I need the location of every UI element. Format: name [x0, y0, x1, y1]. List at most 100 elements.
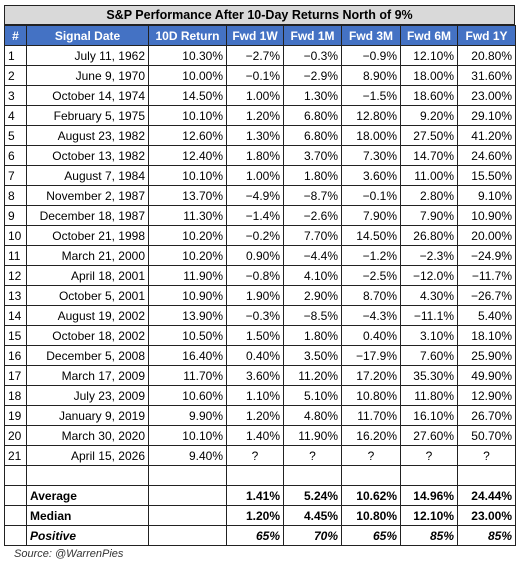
empty-cell — [4, 505, 27, 526]
cell: 18.00% — [400, 65, 458, 86]
summary-cell: 65% — [341, 525, 401, 546]
cell: −8.5% — [283, 305, 342, 326]
cell: July 23, 2009 — [26, 385, 149, 406]
summary-cell: 65% — [226, 525, 284, 546]
cell: 10.80% — [341, 385, 401, 406]
cell: ? — [341, 445, 401, 466]
cell: 12.80% — [341, 105, 401, 126]
cell: 1.90% — [226, 285, 284, 306]
cell: 8.70% — [341, 285, 401, 306]
cell: 5 — [4, 125, 27, 146]
cell: 1.80% — [283, 325, 342, 346]
cell: −0.9% — [341, 45, 401, 66]
empty-cell — [341, 465, 401, 486]
summary-cell: 10.62% — [341, 485, 401, 506]
cell: 15.50% — [457, 165, 516, 186]
cell: 20 — [4, 425, 27, 446]
cell: −1.2% — [341, 245, 401, 266]
cell: 12 — [4, 265, 27, 286]
cell: August 19, 2002 — [26, 305, 149, 326]
cell: July 11, 1962 — [26, 45, 149, 66]
empty-cell — [4, 525, 27, 546]
summary-row: Average 1.41% 5.24% 10.62% 14.96% 24.44% — [4, 485, 516, 506]
empty-cell — [148, 525, 227, 546]
column-header: # — [4, 25, 27, 46]
cell: 17.20% — [341, 365, 401, 386]
data-row: 13 October 5, 2001 10.90% 1.90% 2.90% 8.70% 4.… — [4, 285, 516, 306]
cell: 10.00% — [148, 65, 227, 86]
cell: 9.10% — [457, 185, 516, 206]
cell: March 21, 2000 — [26, 245, 149, 266]
cell: 1.50% — [226, 325, 284, 346]
cell: 35.30% — [400, 365, 458, 386]
cell: October 13, 1982 — [26, 145, 149, 166]
summary-row: Median 1.20% 4.45% 10.80% 12.10% 23.00% — [4, 505, 516, 526]
cell: October 14, 1974 — [26, 85, 149, 106]
cell: 12.40% — [148, 145, 227, 166]
empty-cell — [400, 465, 458, 486]
empty-cell — [283, 465, 342, 486]
empty-cell — [148, 485, 227, 506]
cell: 13.90% — [148, 305, 227, 326]
cell: 2.80% — [400, 185, 458, 206]
cell: 10.60% — [148, 385, 227, 406]
cell: ? — [457, 445, 516, 466]
summary-cell: 10.80% — [341, 505, 401, 526]
data-row: 18 July 23, 2009 10.60% 1.10% 5.10% 10.80% 11.… — [4, 385, 516, 406]
data-row: 12 April 18, 2001 11.90% −0.8% 4.10% −2.5% −12… — [4, 265, 516, 286]
summary-cell: 70% — [283, 525, 342, 546]
cell: 3.70% — [283, 145, 342, 166]
summary-cell: 12.10% — [400, 505, 458, 526]
cell: −11.1% — [400, 305, 458, 326]
cell: January 9, 2019 — [26, 405, 149, 426]
cell: 1.10% — [226, 385, 284, 406]
cell: 3.50% — [283, 345, 342, 366]
cell: 0.40% — [226, 345, 284, 366]
empty-cell — [4, 485, 27, 506]
cell: 0.90% — [226, 245, 284, 266]
summary-row: Positive 65% 70% 65% 85% 85% — [4, 525, 516, 546]
cell: 0.40% — [341, 325, 401, 346]
cell: −2.5% — [341, 265, 401, 286]
cell: 10.50% — [148, 325, 227, 346]
cell: −1.4% — [226, 205, 284, 226]
cell: 19 — [4, 405, 27, 426]
data-row: 1 July 11, 1962 10.30% −2.7% −0.3% −0.9% 12.10… — [4, 45, 516, 66]
cell: 27.50% — [400, 125, 458, 146]
cell: 4 — [4, 105, 27, 126]
cell: 10.20% — [148, 225, 227, 246]
cell: June 9, 1970 — [26, 65, 149, 86]
cell: 7.60% — [400, 345, 458, 366]
cell: October 18, 2002 — [26, 325, 149, 346]
summary-cell: 1.41% — [226, 485, 284, 506]
cell: ? — [283, 445, 342, 466]
column-header: Signal Date — [26, 25, 149, 46]
empty-cell — [457, 465, 516, 486]
empty-cell — [148, 465, 227, 486]
cell: 10.10% — [148, 105, 227, 126]
cell: 1.20% — [226, 105, 284, 126]
cell: April 15, 2026 — [26, 445, 149, 466]
cell: −26.7% — [457, 285, 516, 306]
cell: 14.50% — [148, 85, 227, 106]
data-row: 17 March 17, 2009 11.70% 3.60% 11.20% 17.20% 3… — [4, 365, 516, 386]
cell: 15 — [4, 325, 27, 346]
cell: February 5, 1975 — [26, 105, 149, 126]
summary-cell: 23.00% — [457, 505, 516, 526]
cell: 5.10% — [283, 385, 342, 406]
cell: 26.70% — [457, 405, 516, 426]
cell: 14.50% — [341, 225, 401, 246]
column-header: Fwd 1M — [283, 25, 342, 46]
cell: 4.10% — [283, 265, 342, 286]
cell: August 23, 1982 — [26, 125, 149, 146]
data-row: 19 January 9, 2019 9.90% 1.20% 4.80% 11.70% 16… — [4, 405, 516, 426]
cell: 7.90% — [400, 205, 458, 226]
cell: 9 — [4, 205, 27, 226]
summary-cell: 4.45% — [283, 505, 342, 526]
cell: −1.5% — [341, 85, 401, 106]
cell: 17 — [4, 365, 27, 386]
column-header: Fwd 6M — [400, 25, 458, 46]
summary-label: Average — [26, 485, 149, 506]
cell: 10.90% — [148, 285, 227, 306]
